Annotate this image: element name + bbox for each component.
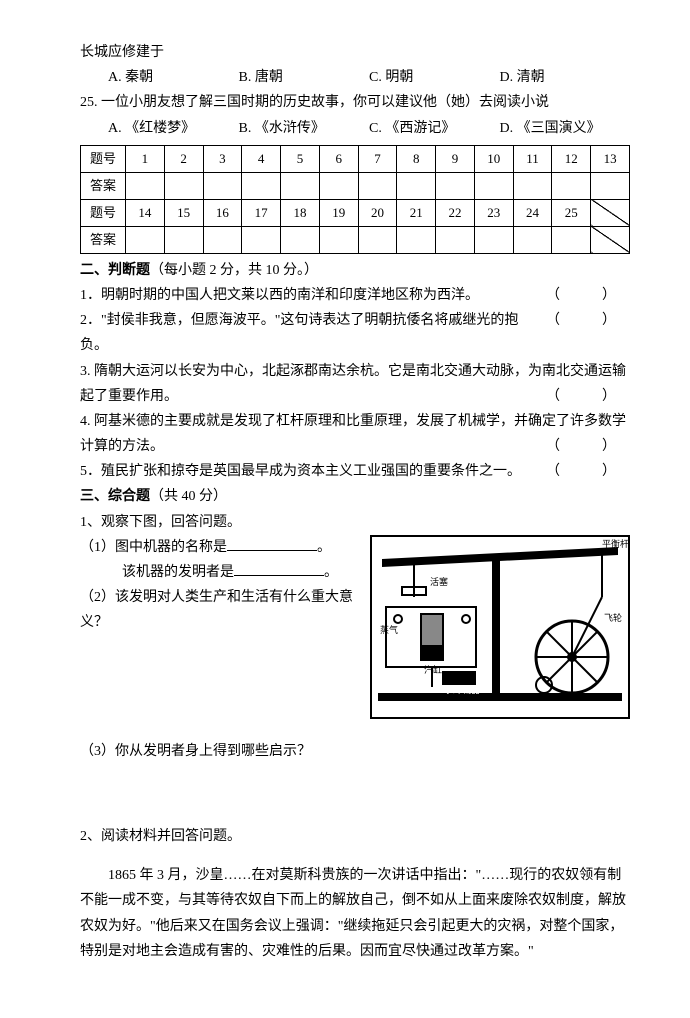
- cell: 5: [281, 145, 320, 172]
- cell: 18: [281, 199, 320, 226]
- hdr-ans: 答案: [81, 226, 126, 253]
- q24-a: A. 秦朝: [108, 65, 239, 90]
- blank: [234, 575, 324, 576]
- comp-1: 1、观察下图，回答问题。: [80, 510, 630, 535]
- q25-options: A. 《红楼梦》 B. 《水浒传》 C. 《西游记》 D. 《三国演义》: [80, 116, 630, 141]
- answer-table: 题号 1 2 3 4 5 6 7 8 9 10 11 12 13 答案 题号 1…: [80, 145, 630, 254]
- judge-4a: 4. 阿基米德的主要成就是发现了杠杆原理和比重原理，发展了机械学，并确定了许多数…: [80, 409, 630, 434]
- q24-stem: 长城应修建于: [80, 40, 630, 65]
- cell: 24: [513, 199, 552, 226]
- table-row: 题号 1 2 3 4 5 6 7 8 9 10 11 12 13: [81, 145, 630, 172]
- cell: 6: [319, 145, 358, 172]
- cell: 4: [242, 145, 281, 172]
- cell: 25: [552, 199, 591, 226]
- fig-label-piston: 活塞: [430, 576, 448, 587]
- cell: 14: [126, 199, 165, 226]
- q24-c: C. 明朝: [369, 65, 500, 90]
- judge-2: （ ）2．"封侯非我意，但愿海波平。"这句诗表达了明朝抗倭名将戚继光的抱负。: [80, 308, 630, 358]
- comp-2: 2、阅读材料并回答问题。: [80, 824, 630, 849]
- cell: 11: [513, 145, 552, 172]
- hdr-qnum: 题号: [81, 145, 126, 172]
- q25-b: B. 《水浒传》: [239, 116, 370, 141]
- sec2-title: 二、判断题: [80, 263, 150, 278]
- q24-d: D. 清朝: [500, 65, 631, 90]
- fig-label-cylinder: 汽缸: [424, 664, 442, 675]
- q25-a: A. 《红楼梦》: [108, 116, 239, 141]
- cell: 8: [397, 145, 436, 172]
- q25-d: D. 《三国演义》: [500, 116, 631, 141]
- cell: 21: [397, 199, 436, 226]
- judge-3b: （ ）起了重要作用。: [80, 384, 630, 409]
- cell: 23: [474, 199, 513, 226]
- comp-1-2b: 义？: [80, 610, 362, 635]
- cell: 10: [474, 145, 513, 172]
- cell: 20: [358, 199, 397, 226]
- hdr-qnum: 题号: [81, 199, 126, 226]
- table-row: 答案: [81, 226, 630, 253]
- cell: 2: [164, 145, 203, 172]
- cell: 17: [242, 199, 281, 226]
- judge-4b: （ ）计算的方法。: [80, 434, 630, 459]
- section2-heading: 二、判断题（每小题 2 分，共 10 分。）: [80, 258, 630, 283]
- cell: 13: [591, 145, 630, 172]
- sec2-note: （每小题 2 分，共 10 分。）: [150, 263, 318, 278]
- cell: 15: [164, 199, 203, 226]
- sec3-title: 三、综合题: [80, 489, 150, 504]
- q24-options: A. 秦朝 B. 唐朝 C. 明朝 D. 清朝: [80, 65, 630, 90]
- q24-b: B. 唐朝: [239, 65, 370, 90]
- fig-label-condenser: 水冷凝器: [444, 684, 480, 695]
- q25-stem: 25. 一位小朋友想了解三国时期的历史故事，你可以建议他（她）去阅读小说: [80, 90, 630, 115]
- judge-3a: 3. 隋朝大运河以长安为中心，北起涿郡南达余杭。它是南北交通大动脉，为南北交通运…: [80, 359, 630, 384]
- comp-1-1b: 该机器的发明者是。: [80, 560, 362, 585]
- judge-5: （ ）5．殖民扩张和掠夺是英国最早成为资本主义工业强国的重要条件之一。: [80, 459, 630, 484]
- section3-heading: 三、综合题（共 40 分）: [80, 484, 630, 509]
- fig-label-beam: 平衡杆: [602, 538, 628, 549]
- cell: 12: [552, 145, 591, 172]
- cell: 19: [319, 199, 358, 226]
- cell-diag: [591, 199, 630, 226]
- fig-label-steam: 蒸气: [380, 624, 398, 635]
- table-row: 题号 14 15 16 17 18 19 20 21 22 23 24 25: [81, 199, 630, 226]
- q25-c: C. 《西游记》: [369, 116, 500, 141]
- table-row: 答案: [81, 172, 630, 199]
- paren: （ ）: [546, 308, 630, 333]
- blank: [227, 550, 317, 551]
- paren: （ ）: [546, 434, 630, 459]
- steam-engine-figure: 平衡杆 活塞 蒸气 汽缸 水冷凝器 飞轮: [370, 535, 630, 719]
- cell: 9: [436, 145, 475, 172]
- paren: （ ）: [546, 459, 630, 484]
- cell-diag: [591, 226, 630, 253]
- judge-1: （ ）1．明朝时期的中国人把文莱以西的南洋和印度洋地区称为西洋。: [80, 283, 630, 308]
- cell: 16: [203, 199, 242, 226]
- comp-2-passage: 1865 年 3 月，沙皇……在对莫斯科贵族的一次讲话中指出："……现行的农奴领…: [80, 863, 630, 964]
- fig-label-flywheel: 飞轮: [604, 612, 622, 623]
- paren: （ ）: [546, 283, 630, 308]
- cell: 7: [358, 145, 397, 172]
- cell: 1: [126, 145, 165, 172]
- comp-1-3: （3）你从发明者身上得到哪些启示？: [80, 739, 630, 764]
- hdr-ans: 答案: [81, 172, 126, 199]
- cell: 3: [203, 145, 242, 172]
- sec3-note: （共 40 分）: [150, 489, 227, 504]
- paren: （ ）: [546, 384, 630, 409]
- cell: 22: [436, 199, 475, 226]
- comp-1-1: （1）图中机器的名称是。: [80, 535, 362, 560]
- comp-1-2a: （2）该发明对人类生产和生活有什么重大意: [80, 585, 362, 610]
